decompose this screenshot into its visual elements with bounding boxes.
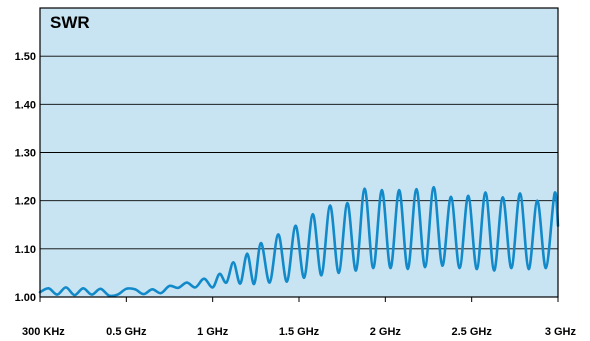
y-tick-label: 1.10: [15, 244, 36, 256]
x-tick-label: 2.5 GHz: [451, 326, 492, 338]
x-tick-label: 1 GHz: [197, 326, 229, 338]
y-ticks: 1.00 1.10 1.20 1.30 1.40 1.50: [15, 51, 36, 304]
chart-title: SWR: [50, 13, 90, 32]
y-tick-label: 1.00: [15, 292, 36, 304]
y-tick-label: 1.40: [15, 99, 36, 111]
x-tick-label: 1.5 GHz: [279, 326, 320, 338]
x-tick-label: 0.5 GHz: [106, 326, 147, 338]
swr-series-line: [38, 185, 560, 298]
y-tick-label: 1.30: [15, 148, 36, 160]
x-ticks: 300 KHz 0.5 GHz 1 GHz 1.5 GHz 2 GHz 2.5 GHz 3 …: [22, 297, 576, 338]
gridlines: [40, 55, 558, 250]
x-tick-label: 2 GHz: [370, 326, 402, 338]
x-tick-label: 3 GHz: [545, 326, 577, 338]
y-tick-label: 1.20: [15, 196, 36, 208]
y-tick-label: 1.50: [15, 51, 36, 63]
x-tick-label: 300 KHz: [22, 326, 65, 338]
